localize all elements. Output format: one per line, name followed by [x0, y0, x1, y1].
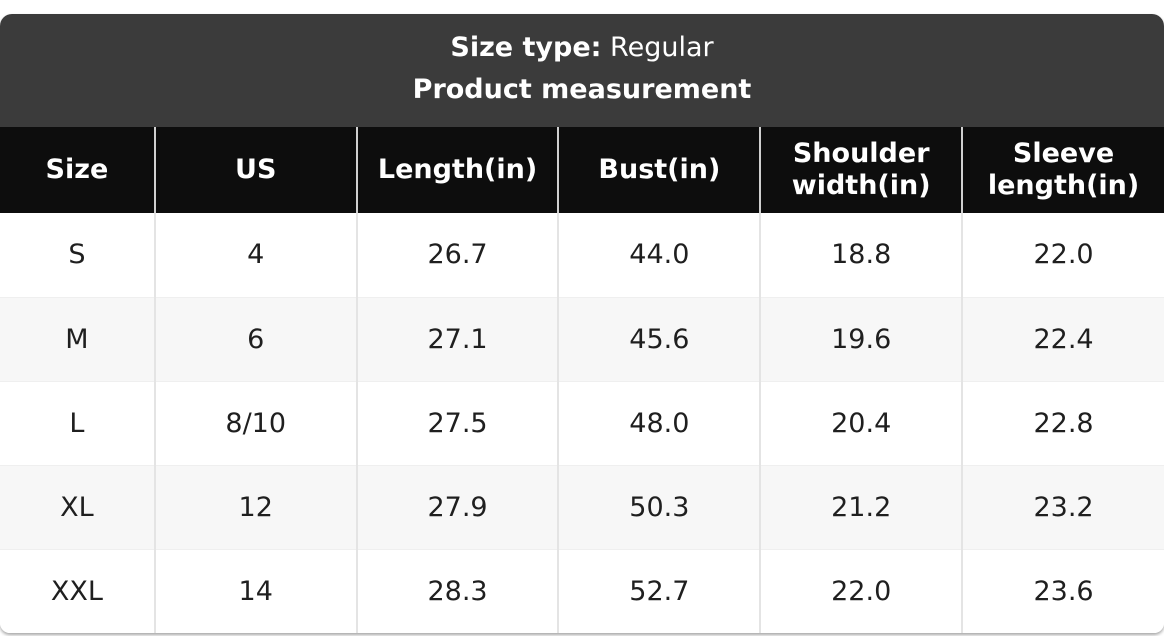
length-cell: 27.5 [355, 380, 559, 465]
table-row-l: L 8/10 27.5 48.0 20.4 22.8 [0, 380, 1164, 465]
us-cell: 4 [153, 213, 357, 297]
shoulder-width-cell: 18.8 [759, 213, 963, 297]
bust-cell: 50.3 [557, 464, 761, 549]
size-cell: L [0, 380, 155, 465]
column-header-size: Size [0, 127, 155, 213]
table-row-m: M 6 27.1 45.6 19.6 22.4 [0, 296, 1164, 381]
size-cell: XXL [0, 548, 155, 633]
shoulder-width-cell: 21.2 [759, 464, 963, 549]
us-cell: 14 [153, 548, 357, 633]
shoulder-width-cell: 20.4 [759, 380, 963, 465]
size-type-line: Size type: Regular [0, 27, 1164, 69]
us-cell: 6 [153, 296, 357, 381]
size-cell: S [0, 213, 155, 297]
size-cell: XL [0, 464, 155, 549]
shoulder-width-cell: 19.6 [759, 296, 963, 381]
size-type-label: Size type: [450, 32, 602, 63]
sleeve-length-cell: 22.4 [961, 296, 1164, 381]
column-header-us: US [153, 127, 357, 213]
length-cell: 27.9 [355, 464, 559, 549]
size-chart-header: Size type: Regular Product measurement [0, 14, 1164, 127]
size-cell: M [0, 296, 155, 381]
us-cell: 8/10 [153, 380, 357, 465]
column-header-length: Length(in) [355, 127, 559, 213]
table-row-s: S 4 26.7 44.0 18.8 22.0 [0, 213, 1164, 297]
sleeve-length-cell: 23.2 [961, 464, 1164, 549]
length-cell: 26.7 [355, 213, 559, 297]
bust-cell: 45.6 [557, 296, 761, 381]
sleeve-length-cell: 22.8 [961, 380, 1164, 465]
bust-cell: 48.0 [557, 380, 761, 465]
column-header-shoulder-width: Shoulder width(in) [759, 127, 963, 213]
table-row-xxl: XXL 14 28.3 52.7 22.0 23.6 [0, 548, 1164, 633]
us-cell: 12 [153, 464, 357, 549]
size-chart-panel: Size type: Regular Product measurement S… [0, 14, 1164, 633]
measurement-table: Size US Length(in) Bust(in) Shoulder wid… [0, 127, 1164, 633]
bust-cell: 52.7 [557, 548, 761, 633]
size-type-value: Regular [610, 32, 714, 63]
length-cell: 28.3 [355, 548, 559, 633]
bust-cell: 44.0 [557, 213, 761, 297]
column-header-bust: Bust(in) [557, 127, 761, 213]
panel-title: Product measurement [412, 74, 752, 105]
table-row-xl: XL 12 27.9 50.3 21.2 23.2 [0, 464, 1164, 549]
sleeve-length-cell: 23.6 [961, 548, 1164, 633]
shoulder-width-cell: 22.0 [759, 548, 963, 633]
table-header-row: Size US Length(in) Bust(in) Shoulder wid… [0, 127, 1164, 213]
column-header-sleeve-length: Sleeve length(in) [961, 127, 1164, 213]
sleeve-length-cell: 22.0 [961, 213, 1164, 297]
length-cell: 27.1 [355, 296, 559, 381]
